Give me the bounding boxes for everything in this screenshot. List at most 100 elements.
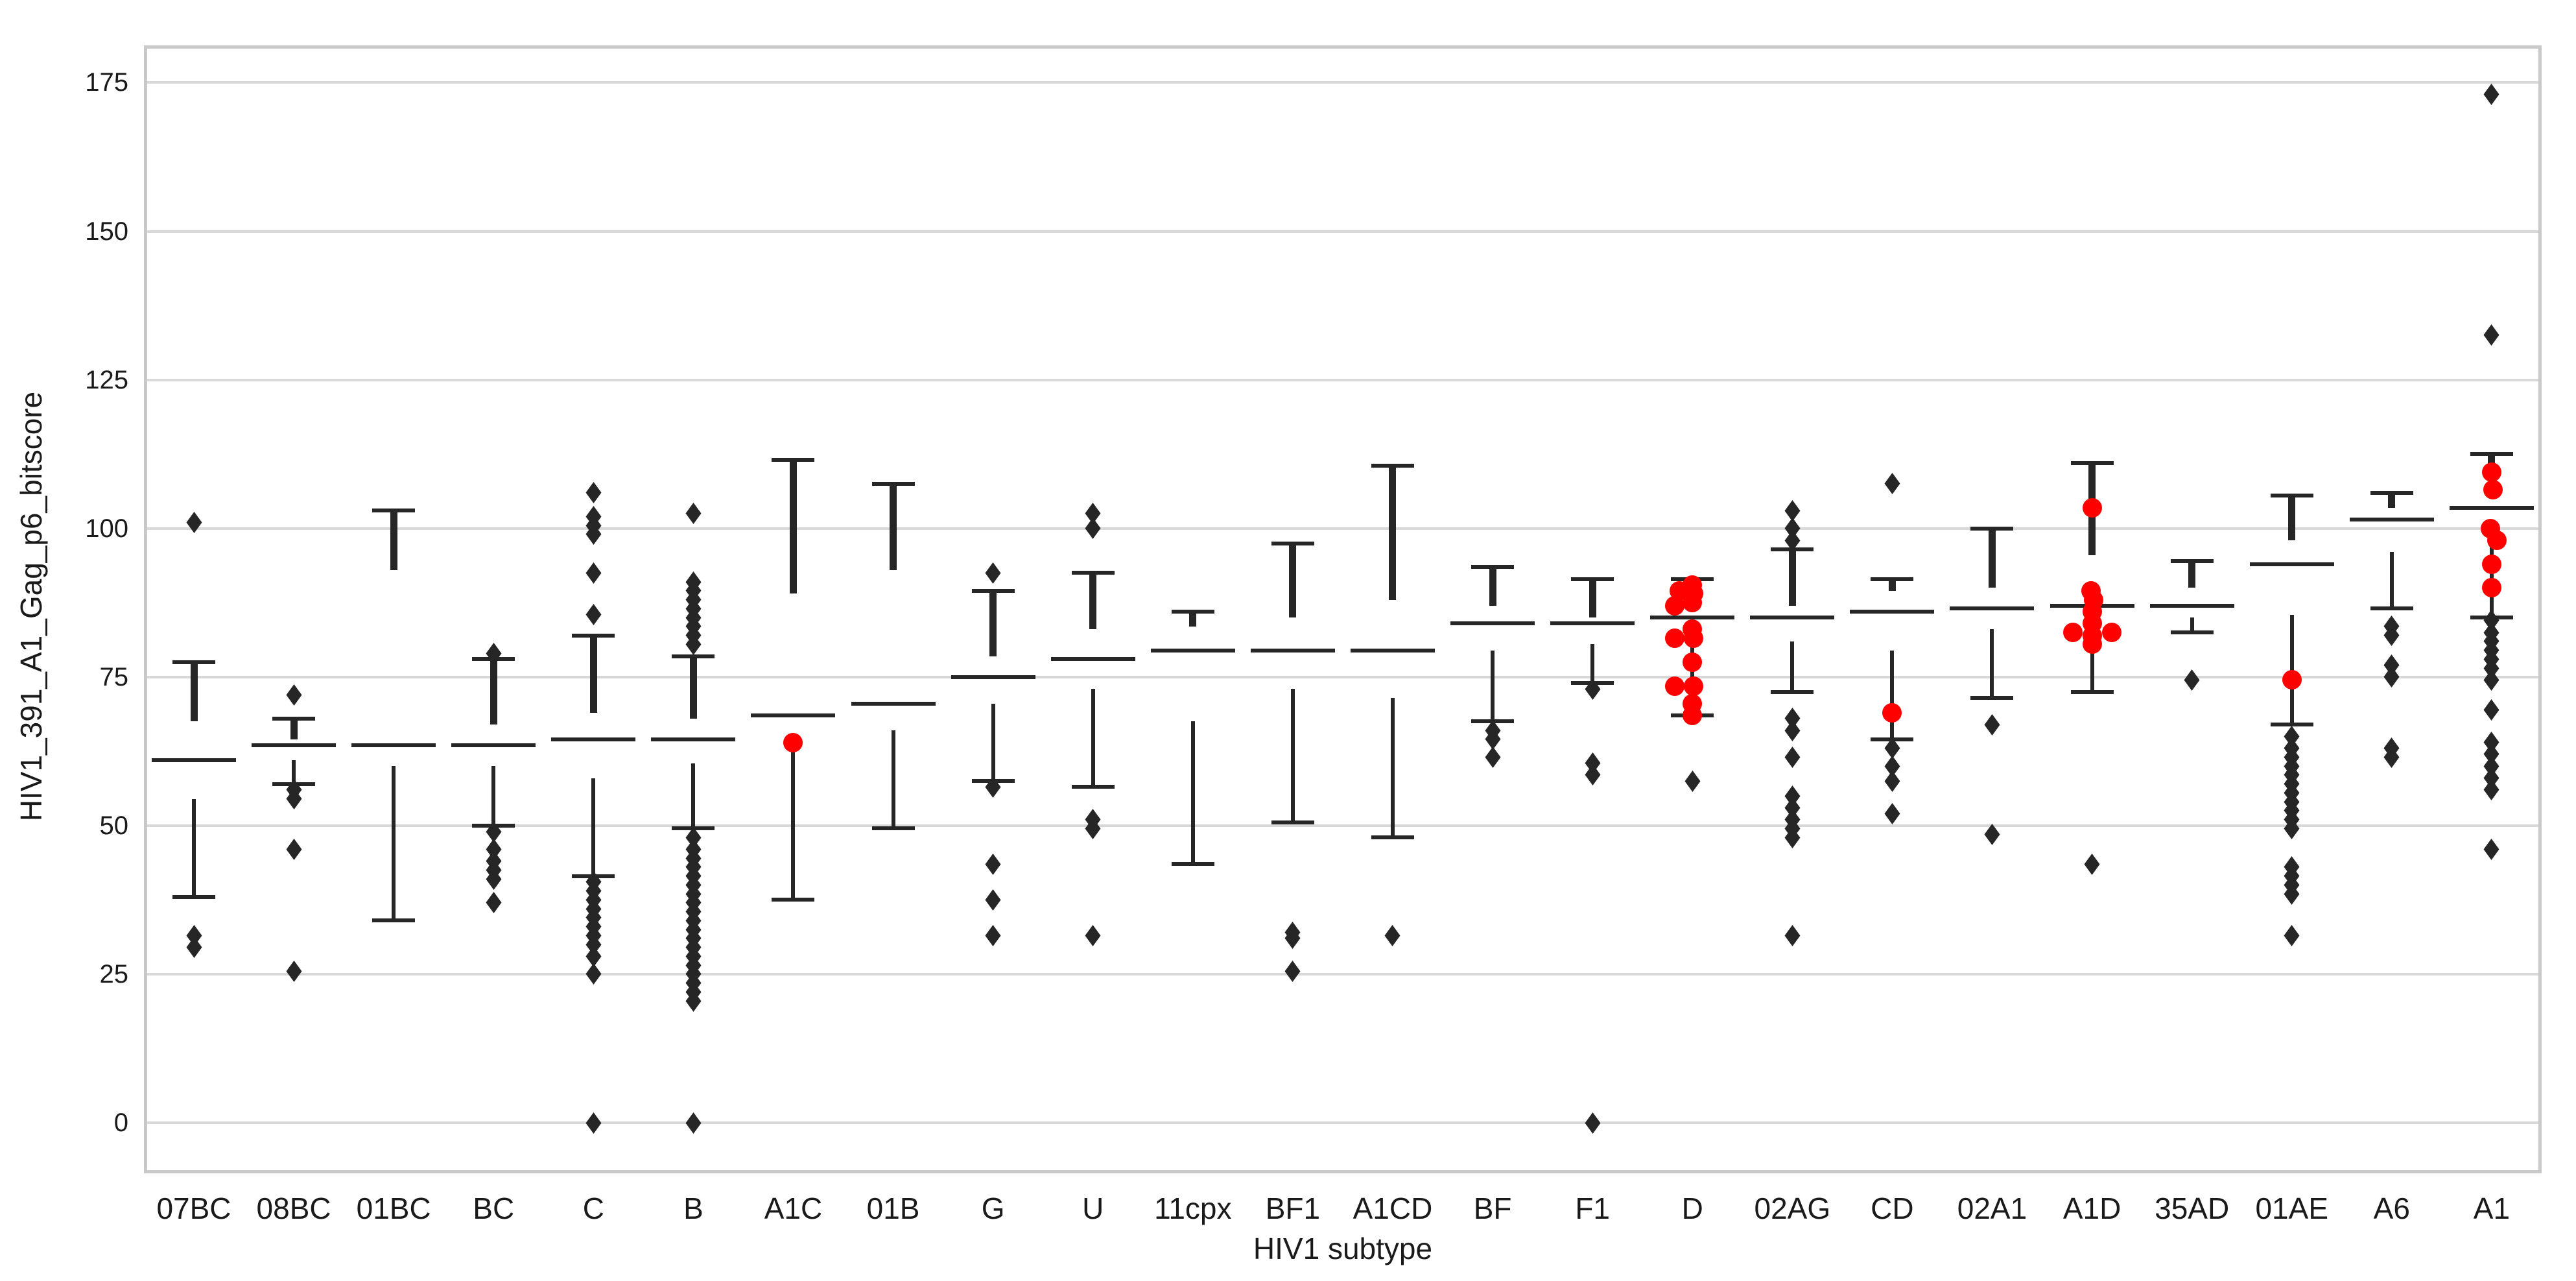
median-07BC bbox=[152, 758, 236, 763]
upper-whisker-35AD bbox=[2188, 561, 2196, 588]
x-tick-label-A6: A6 bbox=[2373, 1191, 2410, 1225]
gridline-25 bbox=[147, 972, 2538, 976]
x-tick-label-02A1: 02A1 bbox=[1957, 1191, 2027, 1225]
upper-whisker-BC bbox=[490, 659, 497, 725]
median-B bbox=[651, 737, 736, 741]
upper-whisker-08BC bbox=[290, 718, 298, 739]
x-tick-label-G: G bbox=[981, 1191, 1005, 1225]
upper-whisker-02AG bbox=[1788, 549, 1796, 606]
red-point-A1 bbox=[2481, 578, 2501, 598]
red-point-D bbox=[1683, 706, 1703, 726]
lower-cap-BF1 bbox=[1271, 820, 1314, 825]
red-point-D bbox=[1665, 629, 1685, 649]
lower-cap-A1CD bbox=[1371, 835, 1414, 840]
gridline-125 bbox=[147, 378, 2538, 381]
upper-cap-01AE bbox=[2270, 494, 2313, 498]
x-tick-label-07BC: 07BC bbox=[156, 1191, 231, 1225]
lower-whisker-BF1 bbox=[1290, 689, 1295, 823]
x-tick-label-A1CD: A1CD bbox=[1353, 1191, 1433, 1225]
median-BF bbox=[1450, 621, 1535, 626]
upper-whisker-G bbox=[989, 590, 997, 656]
x-tick-label-01AE: 01AE bbox=[2255, 1191, 2328, 1225]
red-point-D bbox=[1665, 595, 1685, 616]
x-tick-label-01BC: 01BC bbox=[356, 1191, 431, 1225]
median-A6 bbox=[2349, 517, 2434, 521]
red-point-D bbox=[1684, 629, 1704, 649]
red-point-A1D bbox=[2082, 497, 2102, 518]
upper-cap-08BC bbox=[272, 716, 316, 721]
median-CD bbox=[1850, 609, 1935, 614]
y-tick-label-75: 75 bbox=[99, 662, 129, 691]
upper-cap-G bbox=[971, 588, 1015, 593]
upper-whisker-B bbox=[689, 656, 697, 719]
lower-whisker-F1 bbox=[1590, 644, 1595, 683]
gridline-175 bbox=[147, 81, 2538, 84]
x-tick-label-U: U bbox=[1082, 1191, 1104, 1225]
upper-cap-07BC bbox=[172, 660, 215, 664]
upper-cap-A1C bbox=[772, 458, 815, 462]
upper-whisker-U bbox=[1089, 573, 1097, 630]
lower-whisker-A1C bbox=[791, 742, 796, 900]
gridline-50 bbox=[147, 824, 2538, 827]
lower-cap-U bbox=[1071, 785, 1115, 789]
upper-cap-A1CD bbox=[1371, 464, 1414, 468]
upper-cap-F1 bbox=[1571, 577, 1614, 581]
upper-whisker-11cpx bbox=[1189, 611, 1197, 627]
median-F1 bbox=[1550, 621, 1635, 626]
x-tick-label-02AG: 02AG bbox=[1754, 1191, 1831, 1225]
lower-whisker-01BC bbox=[392, 766, 396, 921]
y-tick-label-175: 175 bbox=[85, 68, 128, 97]
lower-whisker-01B bbox=[891, 730, 895, 829]
lower-whisker-A6 bbox=[2389, 552, 2394, 609]
red-point-A1 bbox=[2483, 480, 2503, 500]
upper-cap-11cpx bbox=[1171, 609, 1214, 614]
lower-cap-01AE bbox=[2270, 723, 2313, 727]
lower-cap-A1C bbox=[772, 898, 815, 902]
upper-cap-A1D bbox=[2070, 461, 2114, 465]
red-point-D bbox=[1665, 676, 1685, 696]
upper-cap-BF bbox=[1471, 565, 1515, 569]
x-tick-label-B: B bbox=[683, 1191, 703, 1225]
lower-cap-A1D bbox=[2070, 689, 2114, 694]
red-point-A1 bbox=[2481, 462, 2501, 482]
lower-cap-07BC bbox=[172, 894, 215, 899]
lower-whisker-01AE bbox=[2289, 614, 2294, 725]
lower-whisker-02AG bbox=[1790, 641, 1795, 692]
x-tick-label-BC: BC bbox=[473, 1191, 515, 1225]
lower-whisker-02A1 bbox=[1990, 629, 1994, 698]
x-tick-label-01B: 01B bbox=[866, 1191, 920, 1225]
median-35AD bbox=[2149, 603, 2234, 608]
median-02A1 bbox=[1950, 606, 2035, 611]
red-point-A1C bbox=[783, 732, 803, 752]
red-point-CD bbox=[1882, 702, 1902, 723]
upper-cap-B bbox=[672, 654, 715, 658]
upper-cap-02A1 bbox=[1970, 526, 2014, 531]
median-02AG bbox=[1750, 616, 1835, 620]
lower-whisker-BC bbox=[491, 766, 496, 826]
plot-frame bbox=[144, 45, 2542, 1173]
x-tick-label-BF1: BF1 bbox=[1265, 1191, 1321, 1225]
upper-cap-U bbox=[1071, 571, 1115, 575]
upper-whisker-01B bbox=[890, 483, 897, 570]
lower-cap-01B bbox=[871, 826, 915, 831]
x-tick-label-A1: A1 bbox=[2473, 1191, 2511, 1225]
median-01B bbox=[851, 702, 936, 706]
upper-whisker-F1 bbox=[1589, 579, 1596, 618]
median-A1 bbox=[2449, 505, 2534, 510]
x-tick-label-BF: BF bbox=[1473, 1191, 1512, 1225]
lower-cap-01BC bbox=[372, 918, 416, 923]
red-point-D bbox=[1683, 593, 1703, 613]
upper-whisker-01AE bbox=[2288, 496, 2296, 541]
median-BF1 bbox=[1250, 648, 1335, 652]
lower-whisker-A1D bbox=[2090, 647, 2094, 692]
median-08BC bbox=[252, 743, 337, 748]
gridline-75 bbox=[147, 675, 2538, 678]
y-tick-label-0: 0 bbox=[113, 1108, 128, 1137]
median-G bbox=[951, 675, 1035, 679]
upper-whisker-A1C bbox=[789, 460, 797, 594]
y-tick-label-150: 150 bbox=[85, 217, 128, 246]
lower-cap-02A1 bbox=[1970, 695, 2014, 700]
y-axis-title: HIV1_391_A1_Gag_p6_bitscore bbox=[14, 391, 48, 822]
lower-cap-11cpx bbox=[1171, 862, 1214, 867]
upper-whisker-07BC bbox=[190, 662, 198, 722]
